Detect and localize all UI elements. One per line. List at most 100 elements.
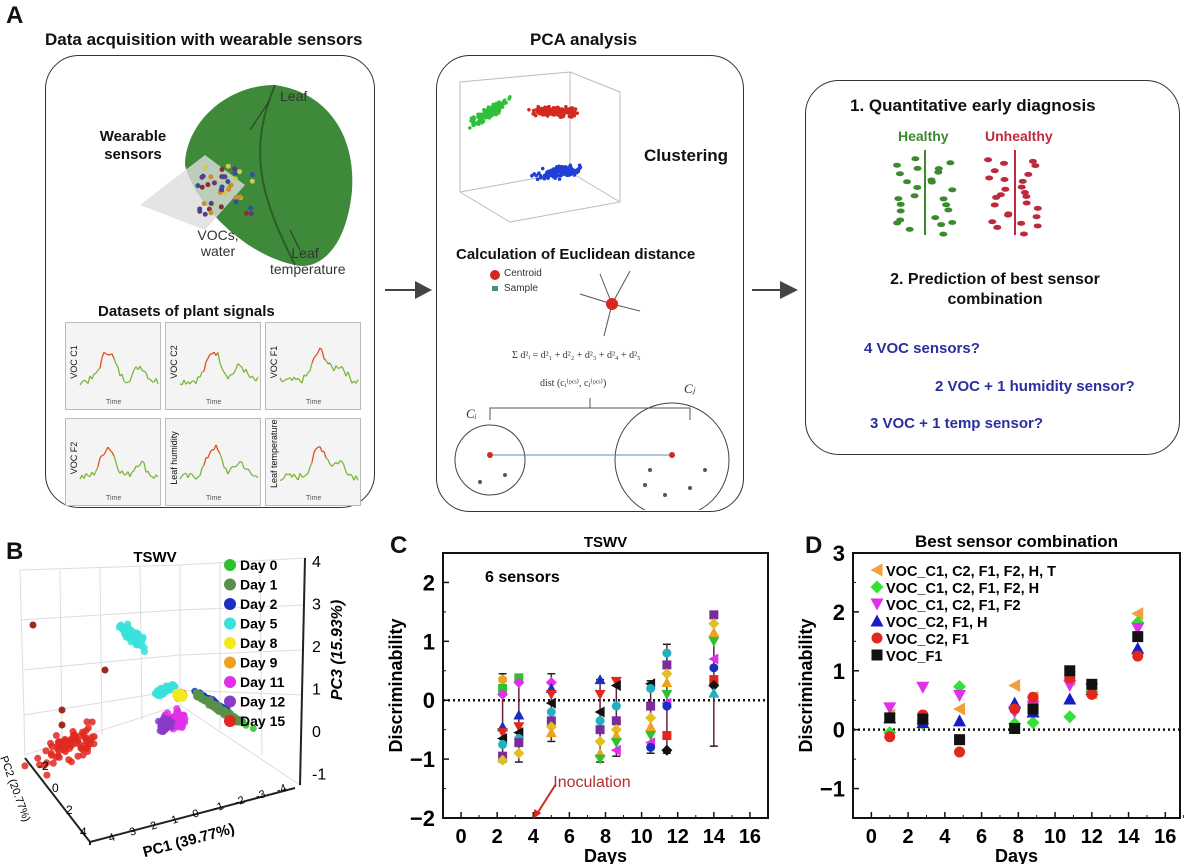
signal-line <box>239 460 243 463</box>
time-label: Time <box>306 495 322 502</box>
signal-line <box>317 446 321 448</box>
square-marker <box>1009 722 1021 734</box>
signal-line <box>129 374 133 382</box>
plant-leaf <box>1022 200 1031 206</box>
signal-line <box>283 473 287 479</box>
signal-line <box>81 379 85 383</box>
legend-label: VOC_C1, C2, F1, F2, H <box>886 581 1039 597</box>
pca-sample-point <box>544 175 549 179</box>
diamond-marker <box>497 754 509 766</box>
signal-line <box>197 475 201 478</box>
signal-line <box>303 474 307 478</box>
data-point <box>206 700 214 708</box>
pca-sample-point <box>531 108 536 113</box>
outcome-box <box>805 80 1180 455</box>
signal-line <box>181 473 185 477</box>
x-tick-label: 16 <box>739 826 761 848</box>
plant-leaf <box>893 162 902 168</box>
cluster-i-label: Cᵢ <box>466 406 477 421</box>
pca-sample-point <box>534 173 539 178</box>
x-tick-label: 6 <box>564 826 575 848</box>
triangle-up-marker <box>661 677 673 688</box>
signal-line <box>219 453 223 460</box>
signal-line <box>111 451 115 457</box>
signal-line <box>343 370 347 377</box>
signal-line <box>315 446 319 450</box>
signal-line <box>349 377 353 384</box>
y-tick-label: 2 <box>66 803 73 817</box>
voc-particle <box>228 182 234 188</box>
legend-label: Day 0 <box>240 557 278 573</box>
plant-leaf <box>934 169 943 175</box>
pca-sample-point <box>468 126 472 130</box>
plant-leaf <box>990 168 999 174</box>
plant-illustrations <box>893 150 1042 237</box>
signal-line <box>285 473 289 476</box>
voc-particle <box>237 169 243 175</box>
data-point <box>156 727 164 735</box>
plant-leaf <box>1020 189 1029 195</box>
plant-leaf <box>939 231 948 237</box>
centroid-marker <box>606 298 618 310</box>
signal-line <box>89 471 93 477</box>
plant-leaf <box>1018 178 1027 184</box>
triangle-down-marker <box>1131 622 1145 635</box>
data-point <box>120 629 128 637</box>
signal-line <box>337 367 341 370</box>
datasets-title: Datasets of plant signals <box>98 303 275 320</box>
signal-line <box>111 353 115 359</box>
diamond-marker <box>708 680 720 691</box>
diamond-marker <box>1063 710 1077 724</box>
signal-line <box>91 373 95 380</box>
data-point <box>179 722 187 730</box>
signal-line <box>251 474 255 477</box>
circle-marker <box>546 707 556 717</box>
plant-leaf <box>913 184 922 190</box>
y-tick-label: 0 <box>833 718 845 743</box>
plant-leaf <box>1024 171 1033 177</box>
diamond-marker <box>870 580 884 594</box>
data-point <box>70 734 78 742</box>
cluster-distance-diagram <box>454 398 730 510</box>
pca-sample-point <box>545 114 550 118</box>
diamond-marker <box>513 747 525 759</box>
legend-label: Day 15 <box>240 713 285 729</box>
diamond-marker <box>545 677 557 689</box>
square-marker <box>646 701 656 711</box>
sum-formula: Σ d²ᵢ = d²₁ + d²₂ + d²₃ + d²₄ + d²₅ <box>512 350 641 361</box>
data-point <box>82 734 90 742</box>
signal-line <box>255 475 259 479</box>
voc-particle <box>226 186 232 192</box>
plant-leaf <box>910 193 919 199</box>
signal-line <box>297 473 301 481</box>
pca-sample-point <box>566 111 571 115</box>
signal-line <box>333 461 337 465</box>
signal-line <box>237 461 241 465</box>
data-point <box>223 708 231 716</box>
triangle-down-marker <box>916 681 930 694</box>
signal-line <box>183 379 187 385</box>
triangle-down-marker <box>953 690 967 703</box>
signal-line <box>311 357 315 364</box>
x-tick-label: 3 <box>128 825 138 838</box>
signal-line <box>181 379 185 386</box>
pca-sample-point <box>541 111 546 115</box>
signal-line <box>335 365 339 369</box>
data-point <box>42 747 50 755</box>
voc-particles <box>195 163 255 217</box>
legend-label: Day 1 <box>240 577 278 593</box>
triangle-left-marker <box>610 744 621 756</box>
diamond-marker <box>594 735 606 747</box>
signal-line <box>317 347 321 353</box>
diamond-marker <box>610 724 622 736</box>
signal-line <box>305 372 309 377</box>
pca-3d-scatter <box>459 71 621 223</box>
signal-line <box>239 365 243 369</box>
y-tick-label: 1 <box>833 659 845 684</box>
signal-line <box>207 354 211 359</box>
diamond-marker <box>661 668 673 680</box>
pca-sample-point <box>555 174 559 178</box>
signal-line <box>83 379 87 382</box>
pca-sample-point <box>570 167 575 172</box>
data-point <box>165 718 173 726</box>
